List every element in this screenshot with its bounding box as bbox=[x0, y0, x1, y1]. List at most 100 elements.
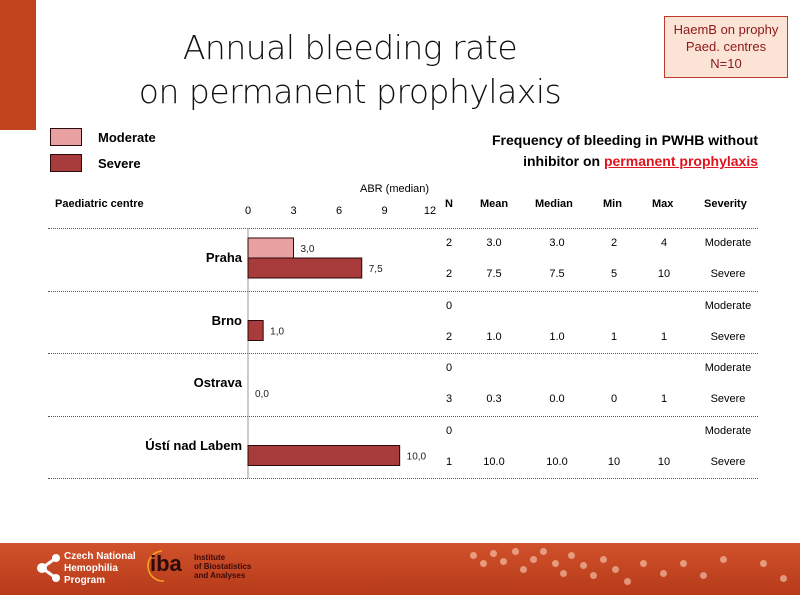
frequency-title-line-1: Frequency of bleeding in PWHB without bbox=[492, 132, 758, 148]
decor-dot bbox=[624, 578, 631, 585]
cell-n: 3 bbox=[445, 393, 453, 405]
decor-dot bbox=[512, 548, 519, 555]
row-separator bbox=[48, 353, 758, 354]
col-header-centre: Paediatric centre bbox=[55, 198, 144, 210]
cell-min: 1 bbox=[610, 330, 618, 343]
cell-min: 2 bbox=[610, 237, 618, 249]
decor-dot bbox=[700, 572, 707, 579]
decor-dot bbox=[612, 566, 619, 573]
decor-dot bbox=[480, 560, 487, 567]
footer-banner bbox=[0, 543, 800, 595]
cell-n: 1 bbox=[445, 455, 453, 468]
cell-n: 0 bbox=[445, 362, 453, 374]
slide-title: Annual bleeding rate on permanent prophy… bbox=[90, 26, 610, 114]
iba-logo-text: Institute of Biostatistics and Analyses bbox=[194, 553, 251, 580]
bar-value-label: 7,5 bbox=[369, 264, 383, 275]
cell-min: 0 bbox=[610, 393, 618, 405]
decor-dot bbox=[640, 560, 647, 567]
col-header-median: Median bbox=[535, 198, 573, 210]
cell-severity: Severe bbox=[710, 330, 746, 343]
decor-dot bbox=[490, 550, 497, 557]
row-separator bbox=[48, 290, 758, 292]
cell-median: 0.0 bbox=[549, 393, 565, 405]
legend-label-severe: Severe bbox=[98, 155, 141, 171]
cell-severity: Severe bbox=[710, 455, 746, 468]
centre-label: Praha bbox=[205, 250, 242, 265]
col-header-mean: Mean bbox=[480, 198, 509, 210]
cnhp-line-2: Hemophilia bbox=[64, 563, 118, 574]
x-axis-title: ABR (median) bbox=[360, 183, 430, 195]
bar-value-label: 10,0 bbox=[407, 452, 427, 463]
cell-max: 10 bbox=[657, 455, 671, 468]
cell-severity: Severe bbox=[710, 268, 746, 280]
frequency-title: Frequency of bleeding in PWHB without in… bbox=[492, 130, 758, 172]
cnhp-logo-text: Czech National Hemophilia Program bbox=[64, 551, 136, 587]
cell-n: 0 bbox=[445, 424, 453, 437]
bar-severe bbox=[247, 445, 401, 466]
side-accent-bar bbox=[0, 0, 36, 130]
iba-line-2: of Biostatistics bbox=[194, 562, 252, 571]
decor-dot bbox=[530, 556, 537, 563]
x-tick-label: 0 bbox=[244, 205, 252, 217]
cell-severity: Severe bbox=[710, 393, 746, 405]
decor-dot bbox=[580, 562, 587, 569]
decor-dot bbox=[600, 556, 607, 563]
decor-dot bbox=[560, 570, 567, 577]
legend-label-moderate: Moderate bbox=[98, 129, 156, 145]
iba-logo: iba bbox=[150, 551, 182, 576]
title-line-1: Annual bleeding rate bbox=[182, 28, 518, 67]
cell-severity: Moderate bbox=[704, 424, 752, 437]
decor-dot bbox=[540, 548, 547, 555]
cell-n: 0 bbox=[445, 299, 453, 312]
col-header-max: Max bbox=[652, 198, 674, 210]
decor-dot bbox=[720, 556, 727, 563]
col-header-min: Min bbox=[603, 198, 622, 210]
cell-mean: 10.0 bbox=[483, 455, 505, 468]
iba-orbit-icon bbox=[147, 550, 165, 582]
decor-dot bbox=[660, 570, 667, 577]
decor-dot bbox=[680, 560, 687, 567]
col-header-severity: Severity bbox=[704, 198, 747, 210]
decor-dot bbox=[568, 552, 575, 559]
legend-item-moderate: Moderate bbox=[50, 124, 156, 150]
cell-median: 3.0 bbox=[549, 237, 565, 249]
bar-value-label: 0,0 bbox=[255, 389, 269, 400]
decor-dot bbox=[760, 560, 767, 567]
decor-dot bbox=[520, 566, 527, 573]
chart-legend: Moderate Severe bbox=[50, 124, 156, 176]
title-line-2: on permanent prophylaxis bbox=[138, 72, 562, 111]
x-tick-label: 6 bbox=[335, 205, 343, 217]
cell-severity: Moderate bbox=[704, 299, 752, 312]
x-tick-label: 12 bbox=[423, 205, 437, 217]
x-tick-label: 9 bbox=[381, 205, 388, 217]
col-header-n: N bbox=[445, 198, 453, 210]
cell-mean: 1.0 bbox=[486, 330, 502, 343]
bar-moderate bbox=[247, 237, 294, 259]
cell-min: 10 bbox=[607, 455, 621, 468]
cell-max: 1 bbox=[660, 330, 668, 343]
network-logo-icon bbox=[37, 554, 60, 582]
cell-median: 1.0 bbox=[549, 330, 565, 343]
bar-severe bbox=[247, 257, 363, 279]
centre-label: Ostrava bbox=[193, 375, 242, 390]
centre-label: Ústí nad Labem bbox=[145, 437, 242, 453]
decor-dot bbox=[780, 575, 787, 582]
row-separator bbox=[48, 478, 758, 479]
cell-median: 10.0 bbox=[546, 455, 568, 468]
bar-value-label: 1,0 bbox=[270, 327, 284, 338]
cell-severity: Moderate bbox=[704, 362, 752, 374]
legend-swatch-moderate bbox=[50, 128, 82, 146]
legend-item-severe: Severe bbox=[50, 150, 156, 176]
info-line-2: Paed. centres bbox=[685, 39, 767, 54]
cell-mean: 0.3 bbox=[486, 393, 502, 405]
cell-max: 1 bbox=[660, 393, 668, 405]
frequency-title-highlight: permanent prophylaxis bbox=[603, 153, 758, 169]
info-line-3: N=10 bbox=[710, 56, 742, 71]
row-separator bbox=[48, 415, 758, 417]
cell-n: 2 bbox=[445, 268, 453, 280]
frequency-title-line-2: inhibitor on permanent prophylaxis bbox=[492, 151, 758, 172]
cell-max: 4 bbox=[660, 237, 668, 249]
iba-line-1: Institute bbox=[194, 553, 226, 562]
cnhp-line-1: Czech National bbox=[64, 551, 136, 562]
cell-mean: 3.0 bbox=[486, 237, 502, 249]
